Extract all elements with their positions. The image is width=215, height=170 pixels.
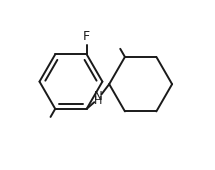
Text: F: F: [83, 30, 90, 43]
Text: N: N: [94, 90, 102, 103]
Text: H: H: [94, 96, 102, 106]
